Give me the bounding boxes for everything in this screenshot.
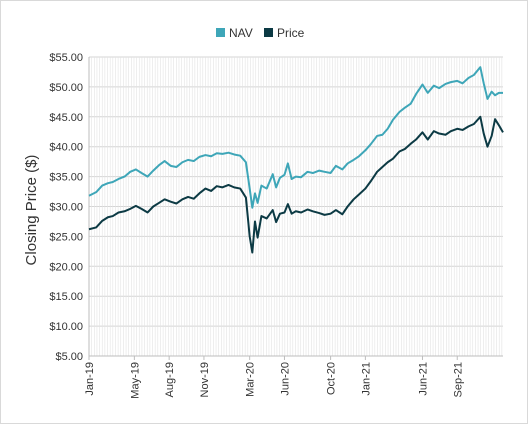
x-tick-label: Jun-21	[417, 362, 429, 396]
legend-swatch	[216, 28, 225, 37]
legend[interactable]: NAV Price	[216, 26, 305, 40]
y-tick-label: $50.00	[49, 82, 83, 94]
x-tick-label: Sep-21	[452, 362, 464, 397]
y-tick-label: $15.00	[49, 291, 83, 303]
y-axis-ticks: $5.00 $10.00 $15.00 $20.00 $25.00 $30.00 $35.0…	[49, 52, 83, 363]
x-axis-ticks: Jan-19 May-19 Aug-19 Nov-19 Mar-20 Jun-20 Oct-…	[84, 356, 464, 399]
series-line-price	[88, 115, 504, 254]
gridlines	[88, 56, 503, 357]
y-tick-label: $45.00	[49, 112, 83, 124]
axes	[88, 57, 503, 357]
x-tick-label: Jan-21	[360, 362, 372, 396]
x-tick-label: Jan-19	[84, 362, 96, 396]
legend-item-nav[interactable]: NAV	[216, 26, 253, 40]
x-tick-label: Jun-20	[279, 362, 291, 396]
x-tick-label: Nov-19	[199, 362, 211, 397]
y-tick-label: $35.00	[49, 172, 83, 184]
series-line-nav	[88, 66, 503, 209]
y-tick-label: $5.00	[55, 351, 83, 363]
y-tick-label: $30.00	[49, 202, 83, 214]
x-tick-label: Aug-19	[164, 362, 176, 397]
legend-swatch	[264, 28, 273, 37]
legend-label: Price	[277, 26, 305, 40]
series-lines	[88, 66, 504, 254]
legend-label: NAV	[229, 26, 253, 40]
y-tick-label: $20.00	[49, 261, 83, 273]
legend-item-price[interactable]: Price	[264, 26, 305, 40]
x-tick-label: Oct-20	[326, 362, 338, 395]
y-axis-title: Closing Price ($)	[23, 155, 40, 266]
y-tick-label: $25.00	[49, 231, 83, 243]
y-tick-label: $55.00	[49, 52, 83, 64]
x-tick-label: May-19	[129, 362, 141, 399]
x-tick-label: Mar-20	[245, 362, 257, 397]
y-tick-label: $40.00	[49, 142, 83, 154]
y-tick-label: $10.00	[49, 321, 83, 333]
